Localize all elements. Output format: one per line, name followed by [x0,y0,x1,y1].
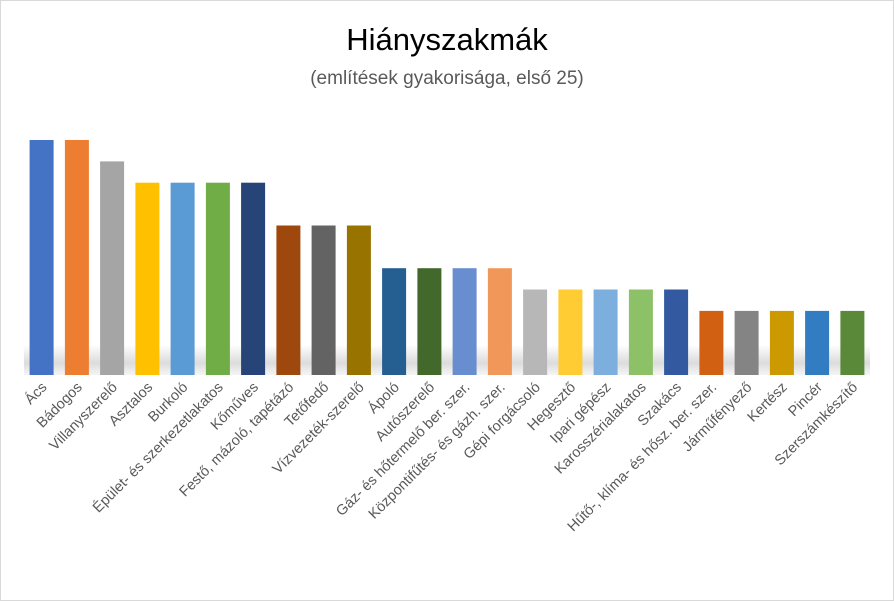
bar-8 [311,225,336,375]
bar-10 [382,268,407,375]
bar-1 [64,140,89,375]
chart-title: Hiányszakmák [346,22,548,57]
bar-19 [699,310,724,375]
bar-21 [769,310,794,375]
bar-2 [100,161,125,375]
bar-20 [734,310,759,375]
bar-4 [170,182,195,375]
bar-13 [487,268,512,375]
bar-23 [840,310,865,375]
bar-7 [276,225,301,375]
bar-22 [805,310,830,375]
bar-14 [523,289,548,375]
chart-subtitle: (említések gyakorisága, első 25) [310,68,584,89]
bar-17 [628,289,653,375]
bar-3 [135,182,160,375]
bar-12 [452,268,477,375]
bar-6 [241,182,266,375]
x-tick-label-0: Ács [21,379,50,408]
bar-16 [593,289,618,375]
bar-5 [205,182,230,375]
bar-9 [346,225,371,375]
bar-11 [417,268,442,375]
bar-15 [558,289,583,375]
floor-shadow [24,345,870,375]
bar-0 [29,140,54,375]
bar-18 [664,289,689,375]
x-tick-label-21: Kertész [745,380,791,426]
